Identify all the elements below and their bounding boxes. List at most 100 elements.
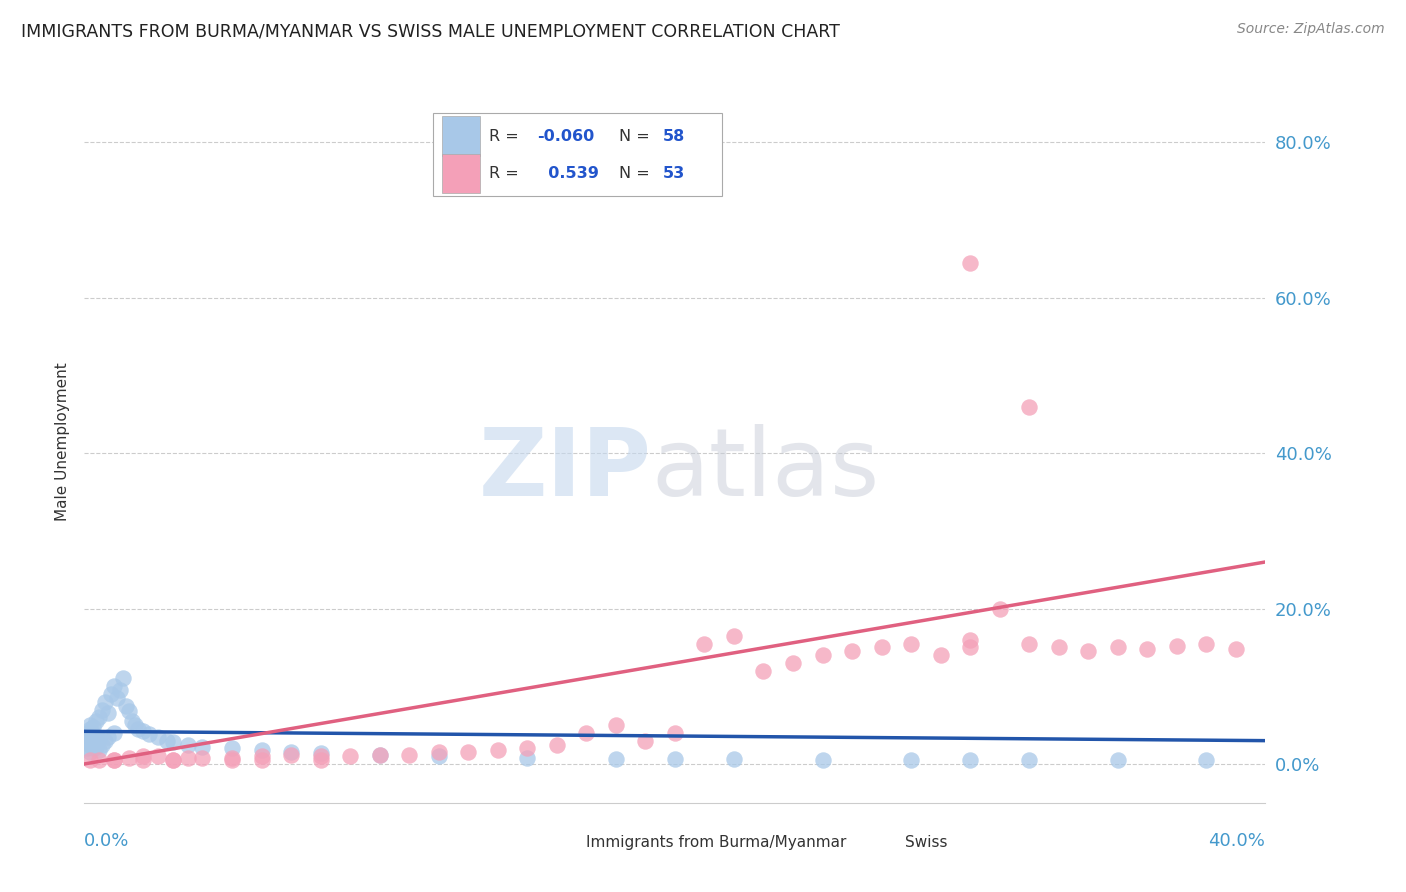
Point [114, 698, 136, 713]
Point [457, 745, 479, 759]
Point [427, 745, 450, 759]
Point [1225, 642, 1247, 657]
Text: N =: N = [620, 128, 655, 144]
Point [959, 256, 981, 270]
Point [693, 636, 716, 650]
Point [91, 738, 114, 752]
Point [82, 735, 104, 749]
Point [118, 750, 141, 764]
Point [516, 741, 538, 756]
Point [162, 735, 184, 749]
Point [339, 749, 361, 764]
Bar [433, 112, 723, 196]
Point [811, 753, 834, 767]
Point [280, 747, 302, 762]
Point [87, 743, 111, 757]
Point [87, 732, 111, 747]
Point [309, 753, 332, 767]
Y-axis label: Male Unemployment: Male Unemployment [55, 362, 70, 521]
Point [138, 727, 160, 741]
Bar [852, 828, 893, 858]
Point [127, 722, 149, 736]
Point [177, 738, 200, 752]
Text: IMMIGRANTS FROM BURMA/MYANMAR VS SWISS MALE UNEMPLOYMENT CORRELATION CHART: IMMIGRANTS FROM BURMA/MYANMAR VS SWISS M… [21, 22, 839, 40]
Point [82, 727, 104, 741]
Point [84, 714, 107, 729]
Point [79, 745, 101, 759]
Point [118, 704, 141, 718]
Point [124, 718, 146, 732]
Point [87, 710, 111, 724]
Point [162, 753, 184, 767]
Point [94, 695, 117, 709]
Point [1077, 644, 1099, 658]
Point [546, 738, 568, 752]
Point [221, 753, 243, 767]
Point [177, 750, 200, 764]
Point [250, 743, 273, 757]
Point [605, 751, 627, 765]
Point [82, 720, 104, 734]
Point [121, 714, 143, 729]
Point [870, 640, 893, 655]
Point [900, 753, 922, 767]
Point [76, 741, 98, 756]
Point [100, 687, 122, 701]
Point [929, 648, 952, 663]
Point [191, 739, 214, 754]
Point [1195, 753, 1218, 767]
Point [723, 752, 745, 766]
Text: R =: R = [489, 166, 524, 181]
Text: Source: ZipAtlas.com: Source: ZipAtlas.com [1237, 22, 1385, 37]
Point [191, 750, 214, 764]
Point [162, 753, 184, 767]
Point [79, 718, 101, 732]
Point [664, 726, 686, 740]
Point [1047, 640, 1070, 655]
Point [368, 747, 391, 762]
Point [108, 683, 131, 698]
Point [1018, 753, 1040, 767]
Point [148, 730, 170, 744]
Point [959, 640, 981, 655]
Text: 58: 58 [664, 128, 685, 144]
Point [309, 746, 332, 760]
Point [1136, 642, 1159, 657]
Text: 0.0%: 0.0% [84, 831, 129, 850]
Point [105, 690, 128, 705]
Text: N =: N = [620, 166, 655, 181]
Point [132, 724, 155, 739]
Point [1166, 639, 1188, 653]
Text: ZIP: ZIP [478, 425, 651, 516]
Text: atlas: atlas [651, 425, 880, 516]
Point [221, 741, 243, 756]
Point [250, 749, 273, 764]
Point [634, 733, 657, 747]
Point [959, 753, 981, 767]
Point [427, 749, 450, 764]
Text: Immigrants from Burma/Myanmar: Immigrants from Burma/Myanmar [586, 835, 846, 850]
Point [94, 733, 117, 747]
Text: 0.539: 0.539 [537, 166, 599, 181]
Point [103, 679, 125, 693]
Point [111, 672, 134, 686]
Point [132, 749, 155, 764]
Point [1018, 636, 1040, 650]
Point [900, 636, 922, 650]
Point [398, 747, 420, 762]
Point [84, 739, 107, 754]
Bar [443, 153, 479, 194]
Point [79, 753, 101, 767]
Text: 53: 53 [664, 166, 685, 181]
Point [84, 730, 107, 744]
Point [782, 656, 804, 670]
Point [79, 738, 101, 752]
Point [1195, 636, 1218, 650]
Point [91, 702, 114, 716]
Text: 40.0%: 40.0% [1209, 831, 1265, 850]
Point [148, 749, 170, 764]
Point [221, 750, 243, 764]
Point [87, 753, 111, 767]
Point [103, 726, 125, 740]
Point [1107, 753, 1129, 767]
